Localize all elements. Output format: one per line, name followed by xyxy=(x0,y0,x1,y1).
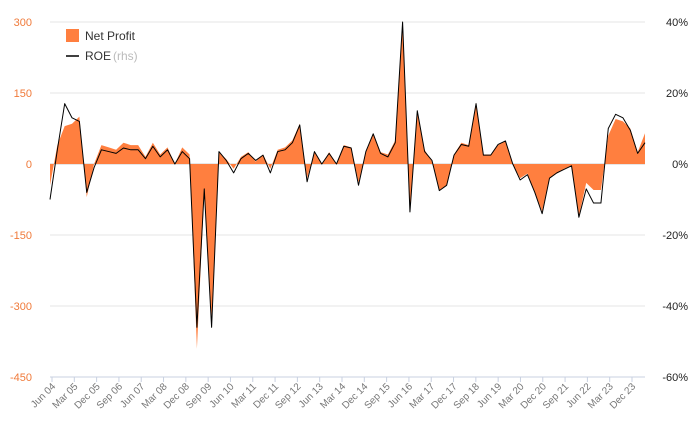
y-right-tick-label: -20% xyxy=(662,230,688,242)
y-right-tick-label: 0% xyxy=(672,159,688,171)
legend-label-roe: ROE xyxy=(85,49,111,63)
roe-line xyxy=(49,21,646,328)
gridlines xyxy=(50,21,645,378)
net-profit-series xyxy=(50,22,645,349)
y-left-tick-label: -150 xyxy=(10,230,32,242)
x-tick-label: Sep 18 xyxy=(452,381,482,411)
y-left-tick-label: -300 xyxy=(10,301,32,313)
y-right-tick-label: -60% xyxy=(662,372,688,384)
y-right-tick-label: -40% xyxy=(662,301,688,313)
x-tick-label: Sep 12 xyxy=(273,381,303,411)
x-tick-label: Sep 15 xyxy=(363,381,393,411)
legend-swatch-net-profit xyxy=(66,29,79,42)
right-y-axis: 40% 20% 0% -20% -40% -60% xyxy=(662,17,688,384)
x-tick-label: Sep 06 xyxy=(95,381,125,411)
y-right-tick-label: 40% xyxy=(666,17,688,29)
legend: Net Profit ROE (rhs) xyxy=(66,29,138,63)
x-tick-label: Sep 09 xyxy=(184,381,214,411)
legend-label-net-profit: Net Profit xyxy=(85,29,136,43)
y-right-tick-label: 20% xyxy=(666,88,688,100)
x-tick-label: Dec 23 xyxy=(608,381,638,411)
x-tick-label: Sep 21 xyxy=(541,381,571,411)
legend-label-roe-rhs: (rhs) xyxy=(113,49,138,63)
y-left-tick-label: 150 xyxy=(14,88,32,100)
y-left-tick-label: -450 xyxy=(10,372,32,384)
y-left-tick-label: 0 xyxy=(26,159,32,171)
left-y-axis: 300 150 0 -150 -300 -450 xyxy=(10,17,32,384)
roe-series xyxy=(49,21,646,328)
y-left-tick-label: 300 xyxy=(14,17,32,29)
net-profit-area xyxy=(50,22,645,349)
